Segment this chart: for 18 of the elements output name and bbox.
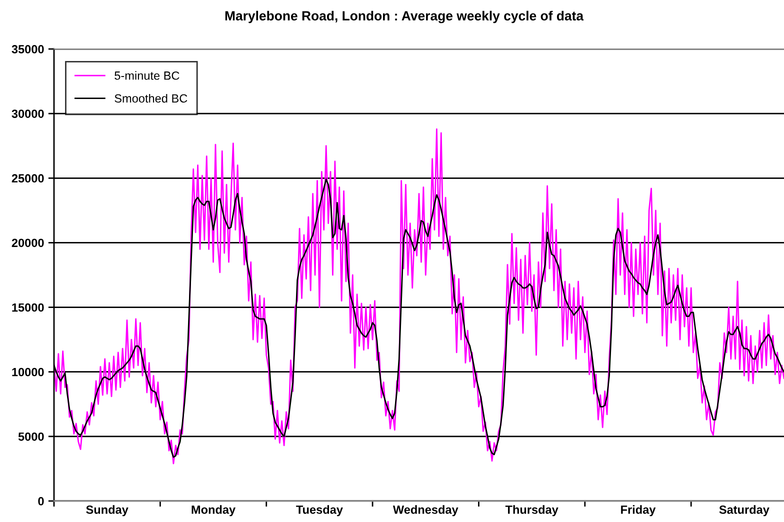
y-tick-label: 30000: [12, 110, 44, 118]
x-tick-label: Saturday: [719, 505, 770, 516]
y-tick-label: 25000: [12, 174, 44, 183]
x-tick-label: Thursday: [505, 505, 558, 516]
x-tick-label: Tuesday: [296, 505, 343, 516]
legend-label: Smoothed BC: [114, 94, 188, 103]
y-tick-label: 5000: [18, 432, 44, 441]
y-tick-label: 10000: [12, 368, 44, 376]
y-tick-label: 0: [38, 497, 44, 506]
y-tick-label: 35000: [12, 45, 44, 54]
x-tick-label: Monday: [192, 505, 236, 516]
x-tick-label: Friday: [621, 505, 656, 516]
y-tick-label: 15000: [12, 303, 44, 312]
x-tick-label: Sunday: [86, 505, 128, 516]
y-tick-label: 20000: [12, 238, 44, 248]
chart-title: Marylebone Road, London : Average weekly cycle of data: [225, 10, 584, 24]
legend-label: 5-minute BC: [114, 71, 180, 80]
x-tick-label: Wednesday: [392, 505, 458, 516]
